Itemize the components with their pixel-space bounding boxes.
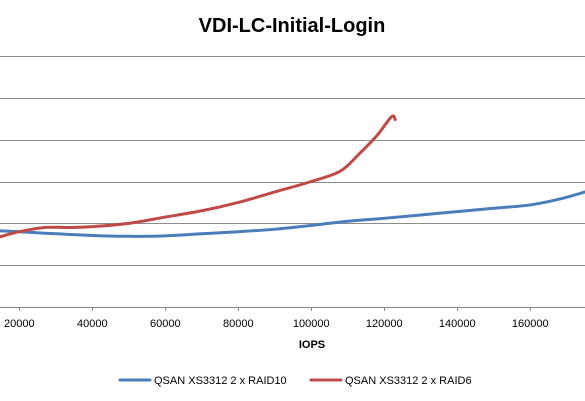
legend-label: QSAN XS3312 2 x RAID10 <box>154 375 287 387</box>
chart-title: VDI-LC-Initial-Login <box>199 15 386 37</box>
x-tick-label: 100000 <box>293 318 330 330</box>
gridlines <box>0 56 585 308</box>
series-line-2 <box>0 114 397 239</box>
x-tick-label: 20000 <box>4 318 35 330</box>
x-axis: 20000 40000 60000 80000 100000 120000 140000 16… <box>4 307 549 330</box>
series-line-1 <box>0 190 585 238</box>
x-tick-label: 140000 <box>439 318 476 330</box>
x-tick-label: 160000 <box>512 318 549 330</box>
legend-label: QSAN XS3312 2 x RAID6 <box>345 375 472 387</box>
x-tick-label: 80000 <box>223 318 254 330</box>
x-tick-label: 40000 <box>77 318 108 330</box>
x-tick-label: 60000 <box>150 318 181 330</box>
x-axis-label: IOPS <box>299 339 325 351</box>
series-layer <box>0 114 585 239</box>
legend: QSAN XS3312 2 x RAID10 QSAN XS3312 2 x RA… <box>118 375 472 387</box>
x-tick-label: 120000 <box>366 318 403 330</box>
